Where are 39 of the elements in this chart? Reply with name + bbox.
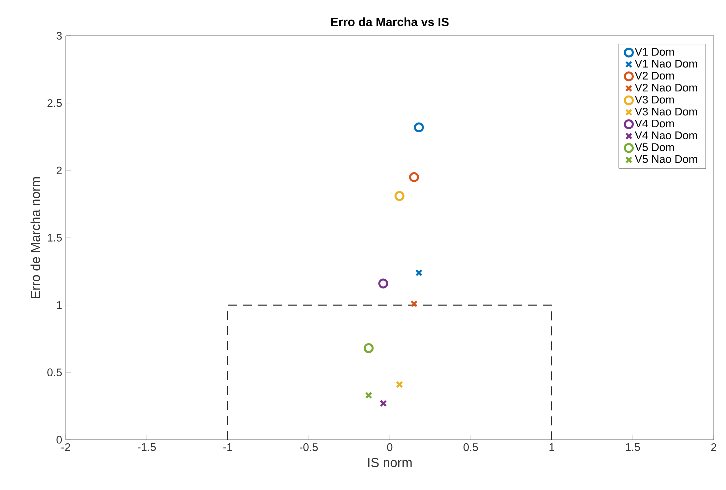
y-tick-label: 2 bbox=[56, 166, 62, 174]
x-tick-label: 2 bbox=[711, 444, 717, 452]
legend-label: V1 Nao Dom bbox=[635, 60, 698, 68]
legend-label: V2 Nao Dom bbox=[635, 84, 698, 92]
point bbox=[409, 172, 420, 182]
legend-label: V4 Dom bbox=[635, 120, 674, 128]
legend-label: V1 Dom bbox=[635, 48, 674, 56]
x-tick-label: -1.5 bbox=[138, 444, 156, 452]
point bbox=[396, 381, 404, 388]
y-tick-label: 1 bbox=[57, 302, 62, 310]
y-tick-label: 1.5 bbox=[48, 234, 62, 242]
point bbox=[394, 191, 405, 202]
y-tick-label: 3 bbox=[56, 32, 62, 40]
point bbox=[364, 343, 374, 354]
chart-title: Erro da Marcha vs IS bbox=[331, 18, 449, 26]
legend-label: V5 Dom bbox=[635, 144, 674, 152]
point bbox=[380, 400, 388, 408]
x-tick-label: 0 bbox=[387, 444, 393, 452]
point bbox=[416, 269, 423, 277]
x-tick-label: 0.5 bbox=[464, 444, 478, 452]
point bbox=[410, 300, 418, 308]
legend-label: V4 Nao Dom bbox=[635, 132, 698, 140]
x-tick-label: -1 bbox=[224, 444, 232, 452]
x-tick-label: 1 bbox=[550, 444, 555, 452]
x-tick-label: -2 bbox=[62, 444, 70, 452]
x-tick-label: 1.5 bbox=[626, 444, 640, 452]
legend-label: V3 Dom bbox=[635, 96, 674, 104]
y-tick-label: 2.5 bbox=[48, 99, 62, 108]
x-tick-label: -0.5 bbox=[300, 444, 318, 452]
point bbox=[378, 278, 389, 289]
point bbox=[414, 122, 424, 133]
x-axis-title: IS norm bbox=[368, 458, 412, 468]
point bbox=[365, 392, 372, 400]
legend-label: V2 Dom bbox=[635, 72, 674, 80]
legend-label: V5 Nao Dom bbox=[635, 156, 698, 164]
legend-label: V3 Nao Dom bbox=[635, 108, 698, 116]
y-axis-title: Erro de Marcha norm bbox=[30, 177, 40, 298]
y-tick-label: 0 bbox=[56, 436, 62, 444]
y-tick-label: 0.5 bbox=[48, 368, 62, 377]
